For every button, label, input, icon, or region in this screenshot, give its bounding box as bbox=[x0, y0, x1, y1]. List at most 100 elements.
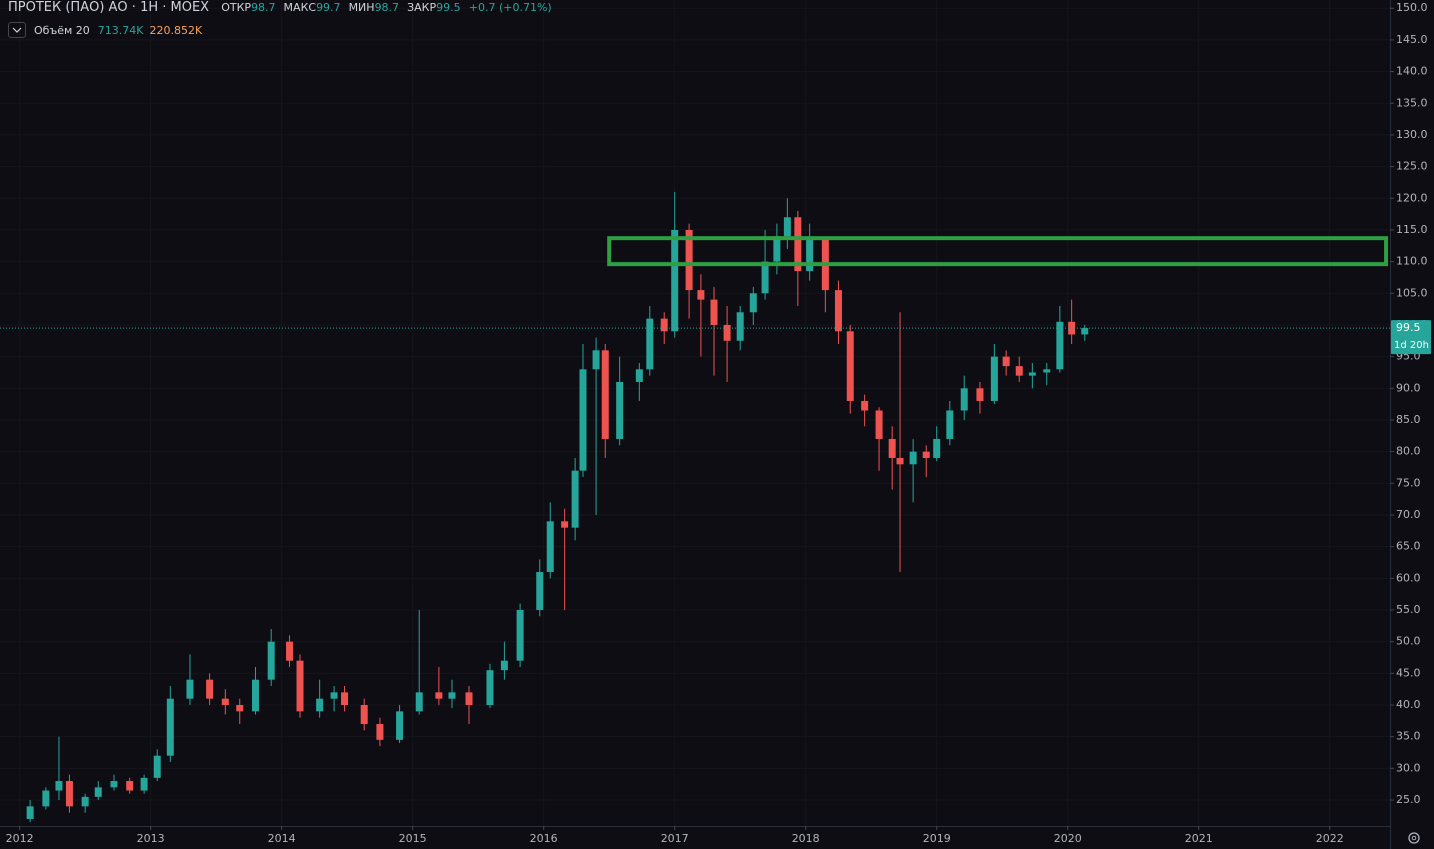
candle-body bbox=[26, 806, 34, 820]
candle-body bbox=[561, 521, 569, 528]
candle-body bbox=[42, 790, 50, 807]
candle-body bbox=[1043, 369, 1051, 373]
ohlc-value: 99.5 bbox=[436, 1, 461, 14]
candle-body bbox=[396, 711, 404, 740]
volume-name[interactable]: Объём 20 bbox=[34, 23, 90, 37]
ohlc-label: МИН bbox=[348, 1, 375, 14]
candle-body bbox=[486, 670, 494, 706]
change: +0.7 (+0.71%) bbox=[468, 1, 552, 14]
y-tick-label: 135.0 bbox=[1396, 96, 1428, 109]
candle-body bbox=[330, 692, 338, 699]
candle-body bbox=[1002, 356, 1010, 367]
candle-body bbox=[635, 369, 643, 382]
x-tick-label: 2020 bbox=[1054, 832, 1082, 845]
volume-legend: Объём 20 713.74K 220.852K bbox=[8, 22, 202, 38]
x-tick-label: 2018 bbox=[792, 832, 820, 845]
gear-hub bbox=[1411, 835, 1417, 841]
candle-body bbox=[1081, 328, 1089, 335]
y-tick-label: 120.0 bbox=[1396, 191, 1428, 204]
x-tick-label: 2014 bbox=[268, 832, 296, 845]
ohlc-value: 99.7 bbox=[316, 1, 341, 14]
candle-body bbox=[376, 724, 384, 740]
candle-body bbox=[360, 705, 368, 725]
candle-body bbox=[206, 679, 214, 699]
candle-body bbox=[166, 698, 174, 756]
candle-body bbox=[834, 290, 842, 332]
y-tick-label: 115.0 bbox=[1396, 223, 1428, 236]
gear-icon bbox=[1408, 832, 1420, 844]
candle-body bbox=[685, 229, 693, 291]
candle-body bbox=[697, 290, 705, 300]
candle-body bbox=[896, 457, 904, 465]
y-tick-label: 150.0 bbox=[1396, 1, 1428, 14]
candle-body bbox=[846, 331, 854, 401]
settings-button[interactable] bbox=[1408, 832, 1420, 844]
y-tick-label: 65.0 bbox=[1396, 540, 1421, 553]
candle-body bbox=[976, 388, 984, 401]
candle-body bbox=[296, 660, 304, 712]
candle-body bbox=[710, 299, 718, 325]
x-tick-label: 2016 bbox=[530, 832, 558, 845]
candle-body bbox=[794, 217, 802, 272]
candle-body bbox=[875, 410, 883, 439]
y-tick-label: 105.0 bbox=[1396, 286, 1428, 299]
y-tick-label: 25.0 bbox=[1396, 793, 1421, 806]
candle-body bbox=[933, 438, 941, 458]
candle-body bbox=[723, 324, 731, 341]
candle-body bbox=[783, 217, 791, 237]
candle-body bbox=[65, 781, 73, 807]
y-tick-label: 140.0 bbox=[1396, 65, 1428, 78]
candle-body bbox=[465, 692, 473, 706]
candle-body bbox=[140, 777, 148, 791]
candle-body bbox=[601, 350, 609, 439]
collapse-button[interactable] bbox=[8, 22, 26, 38]
y-tick-label: 50.0 bbox=[1396, 635, 1421, 648]
candle-body bbox=[579, 369, 587, 471]
x-tick-label: 2022 bbox=[1316, 832, 1344, 845]
candle-body bbox=[448, 692, 456, 699]
candle-body bbox=[435, 692, 443, 699]
candle-body bbox=[516, 609, 524, 661]
candle-body bbox=[286, 641, 294, 661]
candle-body bbox=[773, 236, 781, 262]
y-tick-label: 75.0 bbox=[1396, 476, 1421, 489]
candle-body bbox=[909, 451, 917, 465]
volume-ma-value: 220.852K bbox=[149, 23, 203, 37]
ohlc-label: ЗАКР bbox=[407, 1, 437, 14]
candle-body bbox=[1056, 321, 1064, 370]
y-tick-label: 125.0 bbox=[1396, 160, 1428, 173]
y-tick-label: 90.0 bbox=[1396, 381, 1421, 394]
candle-body bbox=[946, 410, 954, 439]
candle-body bbox=[960, 388, 968, 411]
y-tick-label: 130.0 bbox=[1396, 128, 1428, 141]
y-tick-label: 30.0 bbox=[1396, 761, 1421, 774]
candle-body bbox=[186, 679, 194, 699]
candle-body bbox=[861, 400, 869, 411]
y-tick-label: 110.0 bbox=[1396, 255, 1428, 268]
candle-body bbox=[571, 470, 579, 528]
x-tick-label: 2012 bbox=[6, 832, 34, 845]
symbol-legend: ПРОТЕК (ПАО) АО · 1Н · MOEX ОТКР98.7 МАКС… bbox=[8, 0, 552, 16]
candle-body bbox=[341, 692, 349, 706]
last-price-label: 99.5 bbox=[1396, 321, 1421, 334]
x-tick-label: 2019 bbox=[923, 832, 951, 845]
zone-rectangle bbox=[607, 236, 1389, 267]
candle-body bbox=[671, 229, 679, 332]
ohlc-value: 98.7 bbox=[374, 1, 400, 14]
y-tick-label: 40.0 bbox=[1396, 698, 1421, 711]
candle-body bbox=[616, 381, 624, 439]
candle-body bbox=[888, 438, 896, 458]
candle-body bbox=[1015, 366, 1023, 376]
symbol-title[interactable]: ПРОТЕК (ПАО) АО · 1Н · MOEX bbox=[8, 0, 210, 15]
y-tick-label: 60.0 bbox=[1396, 571, 1421, 584]
candle-body bbox=[536, 571, 544, 610]
candle-body bbox=[736, 312, 744, 341]
x-tick-label: 2021 bbox=[1185, 832, 1213, 845]
candle-body bbox=[761, 261, 769, 294]
ohlc-value: 98.7 bbox=[251, 1, 276, 14]
chevron-icon bbox=[12, 27, 22, 33]
x-tick-label: 2013 bbox=[137, 832, 165, 845]
ohlc-label: ОТКР bbox=[221, 1, 252, 14]
x-tick-label: 2017 bbox=[661, 832, 689, 845]
